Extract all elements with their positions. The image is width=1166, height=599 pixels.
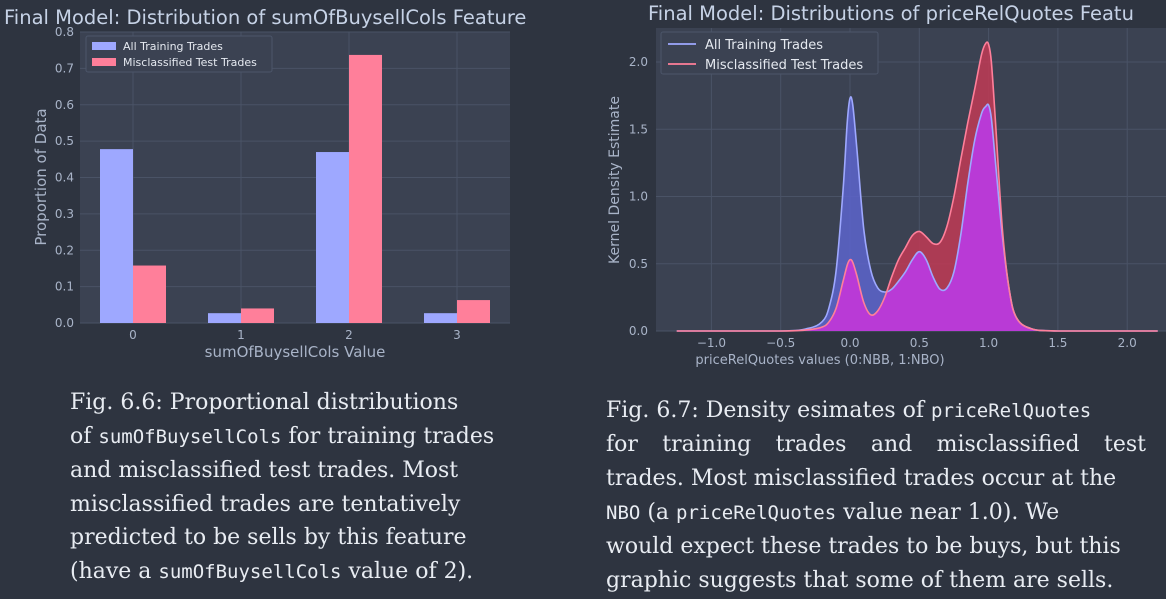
left-legend-label: Misclassified Test Trades [123,56,257,69]
left-y-tick-label: 0.5 [55,134,74,148]
left-y-tick-label: 0.4 [55,171,74,185]
left-bar [241,308,274,323]
left-y-axis-label: Proportion of Data [32,108,50,245]
left-x-tick-label: 0 [129,328,137,342]
charts-canvas: 0.0 0.1 0.2 0.3 0.4 0.5 0.6 0.7 0.8 0 1 2 3 sumOfBuys… [32,25,1166,368]
caption-code: priceRelQuotes [676,502,837,524]
right-y-axis-label: Kernel Density Estimate [607,96,623,264]
left-bar [457,300,490,323]
left-y-tick-label: 0.2 [55,243,74,257]
right-x-tick-label: −0.5 [766,336,795,350]
left-bar [133,265,166,323]
caption-line: (have a sumOfBuysellCols value of 2). [70,555,570,590]
right-chart-title: Final Model: Distributions of priceRelQu… [648,2,1134,25]
left-y-tick-label: 0.6 [55,98,74,112]
left-legend-swatch [92,58,116,66]
right-x-tick-label: 1.0 [979,336,998,350]
left-legend-swatch [92,42,116,50]
caption-line: predicted to be sells by this feature [70,525,467,550]
left-x-tick-label: 2 [345,328,353,342]
caption-line: Fig. 6.7: Density esimates of priceRelQu… [606,394,1146,428]
right-legend-label: All Training Trades [705,38,823,53]
right-series-line-all-training [676,96,1158,332]
right-y-tick-label: 1.5 [629,122,648,136]
left-y-tick-label: 0.8 [55,25,74,39]
figure-caption-right: Fig. 6.7: Density esimates of priceRelQu… [606,394,1146,598]
right-legend-label: Misclassified Test Trades [705,58,863,73]
right-y-tick-label: 2.0 [629,55,648,69]
caption-text: value of 2). [341,558,474,584]
left-x-axis-label: sumOfBuysellCols Value [205,343,386,361]
right-y-tick-label: 0.5 [629,257,648,271]
left-y-tick-label: 0.3 [55,207,74,221]
caption-text: (have a [70,558,159,584]
left-x-tick-label: 1 [237,328,245,342]
caption-line: NBO (a priceRelQuotes value near 1.0). W… [606,496,1146,530]
caption-text: Fig. 6.7: Density esimates of [606,398,932,423]
right-x-tick-label: 0.0 [840,336,859,350]
caption-code: NBO [606,502,641,524]
caption-text: for training trades [281,423,495,449]
caption-line: of sumOfBuysellCols for training trades [70,420,570,455]
left-y-tick-label: 0.7 [55,61,74,75]
left-bar [208,313,241,323]
right-overlap-fill [676,96,1158,331]
caption-line: and misclassified test trades. Most [70,458,459,483]
right-x-tick-label: −1.0 [697,336,726,350]
caption-code: priceRelQuotes [931,400,1092,422]
caption-line: trades. Most misclassified trades occur … [606,466,1117,491]
left-bar [349,54,382,323]
left-bar [100,149,133,323]
right-legend-box [660,31,879,75]
right-x-tick-label: 2.0 [1118,336,1137,350]
right-x-axis-label: priceRelQuotes values (0:NBB, 1:NBO) [695,353,944,368]
caption-line: for training trades and misclassified te… [606,432,1146,457]
right-x-tick-label: 0.5 [910,336,929,350]
caption-line: would expect these trades to be buys, bu… [606,534,1121,559]
left-chart-title: Final Model: Distribution of sumOfBuysel… [4,6,527,29]
left-legend-label: All Training Trades [123,40,223,53]
left-y-tick-label: 0.1 [55,280,74,294]
left-bar [316,152,349,323]
caption-line: Fig. 6.6: Proportional distributions [70,390,459,415]
caption-text: value near 1.0). We [836,500,1060,525]
caption-code: sumOfBuysellCols [158,560,342,583]
figure-caption-left: Fig. 6.6: Proportional distributions of … [70,386,570,589]
right-y-tick-label: 1.0 [629,190,648,204]
left-x-tick-label: 3 [453,328,461,342]
left-bar [424,313,457,323]
caption-line: misclassified trades are tentatively [70,491,461,517]
right-x-tick-label: 1.5 [1048,336,1067,350]
left-y-tick-label: 0.0 [55,316,74,330]
caption-text: of [70,423,99,449]
caption-line: graphic suggests that some of them are s… [606,568,1114,593]
left-legend-box [85,35,273,73]
caption-code: sumOfBuysellCols [98,425,282,448]
caption-text: (a [640,500,677,525]
right-series-line-misclassified [676,41,1158,332]
right-y-tick-label: 0.0 [629,324,648,338]
